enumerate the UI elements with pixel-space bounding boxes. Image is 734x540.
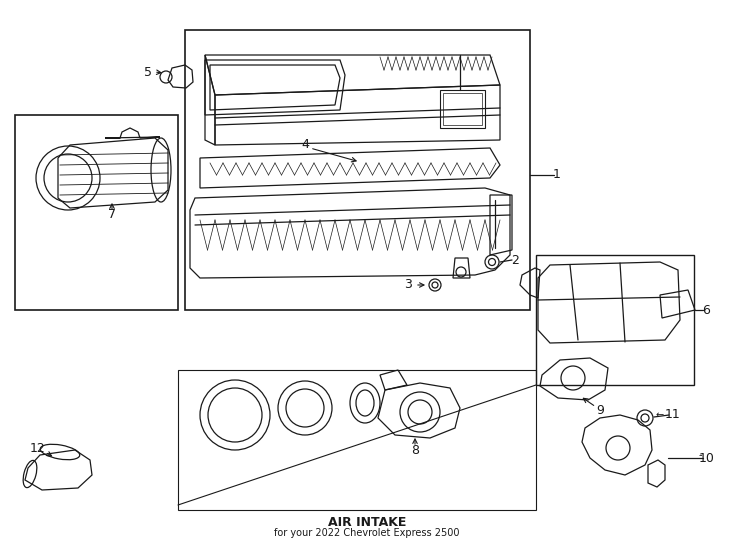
Bar [443, 93, 482, 125]
Text: 7: 7 [108, 208, 116, 221]
Text: ←: ← [656, 410, 664, 420]
Text: 4: 4 [301, 138, 309, 152]
Text: for your 2022 Chevrolet Express 2500: for your 2022 Chevrolet Express 2500 [275, 528, 459, 538]
Bar [178, 370, 536, 510]
Text: 11: 11 [665, 408, 681, 422]
Bar [15, 115, 178, 310]
Text: 8: 8 [411, 443, 419, 456]
Text: -: - [698, 450, 702, 460]
Text: 6: 6 [702, 303, 710, 316]
Text: 5: 5 [144, 65, 152, 78]
Text: 10: 10 [699, 451, 715, 464]
Bar [440, 90, 485, 128]
Text: 2: 2 [511, 253, 519, 267]
Text: 3: 3 [404, 279, 412, 292]
Text: 9: 9 [596, 403, 604, 416]
Bar [185, 30, 530, 310]
Text: 12: 12 [30, 442, 46, 455]
Text: AIR INTAKE: AIR INTAKE [328, 516, 406, 529]
Bar [536, 255, 694, 385]
Text: 1: 1 [553, 168, 561, 181]
